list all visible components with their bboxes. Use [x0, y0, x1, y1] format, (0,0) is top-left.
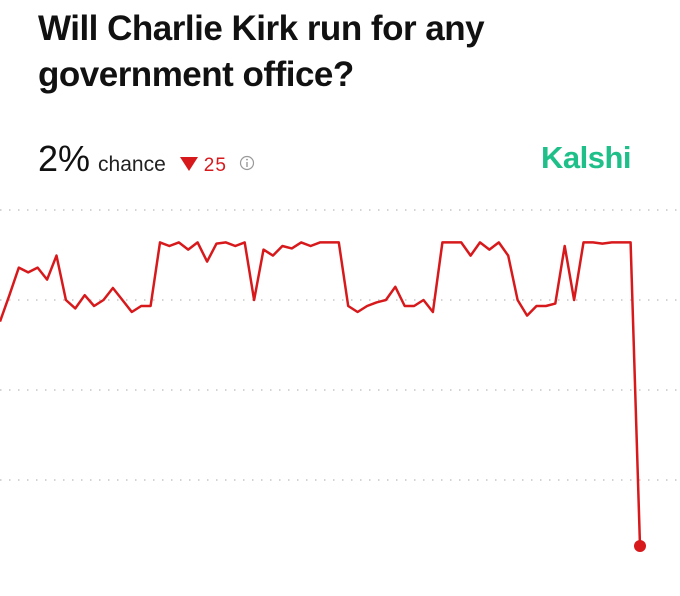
brand: Kalshi — [541, 140, 632, 175]
chance-value: 2% — [38, 138, 91, 179]
chance-row: 2% chance 25 — [38, 138, 255, 180]
last-point — [634, 540, 646, 552]
down-arrow — [179, 157, 198, 171]
change: 25 — [203, 155, 227, 176]
info-icon[interactable] — [239, 155, 255, 171]
chance-label: chance — [98, 153, 166, 176]
price-line — [0, 241, 642, 547]
title: Will Charlie Kirk run for any government… — [38, 9, 485, 94]
